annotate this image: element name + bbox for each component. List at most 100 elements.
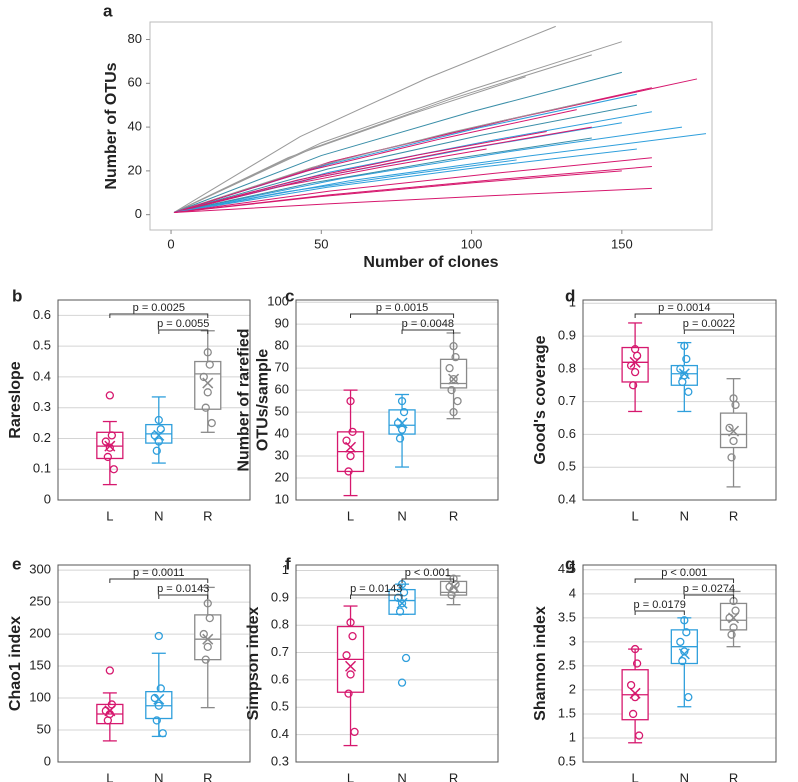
data-point [150, 693, 159, 703]
mean-marker [202, 633, 214, 645]
y-axis-title: Rareslope [7, 361, 24, 438]
y-tick-label: 0.9 [558, 328, 576, 343]
plot-frame [295, 299, 499, 501]
data-point [201, 403, 210, 412]
box [194, 360, 222, 410]
data-point [393, 418, 403, 428]
panel-label: d [565, 286, 575, 305]
p-value: p < 0.001 [405, 567, 451, 579]
data-point [205, 360, 214, 369]
y-tick-label: 0.8 [271, 617, 289, 632]
data-point [628, 709, 638, 719]
rarefaction-curve [173, 159, 517, 213]
data-point [447, 590, 456, 600]
data-point [449, 407, 458, 417]
y-axis-title: Number of OTUs [103, 62, 120, 189]
data-point [731, 400, 740, 410]
rarefaction-curve [173, 137, 592, 213]
data-point [449, 374, 458, 384]
rarefaction-curve [173, 76, 526, 213]
box [388, 588, 416, 615]
rarefaction-curve [173, 148, 487, 213]
data-point [346, 618, 355, 627]
data-point [203, 388, 212, 397]
data-point [626, 680, 636, 690]
data-point [105, 391, 114, 400]
y-tick-label: 40 [275, 426, 289, 441]
data-point [397, 678, 407, 687]
y-tick-label: 0.2 [33, 430, 51, 445]
p-value: p = 0.0143 [350, 583, 402, 595]
x-tick-label: L [106, 770, 113, 782]
data-point [342, 651, 351, 660]
data-point [632, 659, 642, 668]
data-point [447, 385, 456, 395]
data-point [680, 341, 689, 351]
y-tick-label: 0.4 [33, 368, 51, 383]
y-tick-label: 1.5 [558, 705, 576, 720]
y-tick-label: 0 [44, 491, 51, 506]
data-point [154, 631, 163, 641]
y-tick-label: 3.5 [558, 609, 576, 624]
y-tick-label: 0 [135, 206, 142, 221]
data-point [676, 364, 685, 374]
p-value: p = 0.0274 [683, 583, 735, 595]
y-tick-label: 0.4 [558, 491, 576, 506]
y-tick-label: 70 [275, 360, 289, 375]
rarefaction-curve [173, 157, 652, 213]
significance-bracket [350, 594, 403, 599]
y-tick-label: 50 [37, 721, 51, 736]
p-value: p = 0.0014 [658, 302, 710, 314]
data-point [199, 372, 208, 382]
plot-frame [582, 299, 777, 501]
significance-bracket [158, 329, 209, 334]
y-tick-label: 0.1 [33, 461, 51, 476]
y-tick-label: 1 [282, 562, 289, 577]
panel-label: a [103, 1, 113, 20]
y-axis-title: Simpson index [245, 607, 262, 721]
y-tick-label: 0 [44, 753, 51, 768]
data-point [103, 716, 112, 725]
data-point [109, 465, 118, 474]
y-tick-label: 0.4 [271, 726, 289, 741]
data-point [731, 606, 740, 615]
x-tick-label: L [631, 770, 638, 782]
data-point [203, 348, 212, 357]
p-value: p = 0.0179 [634, 599, 686, 611]
y-tick-label: 0.3 [271, 753, 289, 768]
y-tick-label: 0.6 [558, 426, 576, 441]
data-point [727, 453, 736, 462]
x-tick-label: N [397, 770, 406, 782]
y-tick-label: 20 [275, 469, 289, 484]
p-value: p = 0.0015 [376, 302, 428, 314]
data-point [205, 613, 214, 623]
y-tick-label: 0.5 [558, 459, 576, 474]
data-point [203, 642, 212, 652]
significance-bracket [634, 313, 735, 318]
data-point [449, 585, 458, 594]
data-point [676, 637, 685, 647]
rarefaction-curve [173, 148, 637, 213]
data-point [350, 727, 359, 737]
data-point [199, 629, 208, 639]
significance-bracket [109, 313, 209, 318]
data-point [346, 451, 355, 461]
data-point [678, 656, 687, 666]
data-point [682, 628, 691, 637]
data-point [207, 418, 216, 428]
y-tick-label: 1 [569, 729, 576, 744]
plot-frame [149, 21, 713, 231]
data-point [346, 670, 355, 679]
significance-bracket [401, 329, 455, 334]
rarefaction-curve [173, 25, 556, 213]
data-point [680, 616, 689, 625]
data-point [348, 631, 357, 641]
y-tick-label: 100 [29, 689, 51, 704]
y-tick-label: 100 [267, 294, 289, 309]
y-tick-label: 0.5 [33, 338, 51, 353]
rarefaction-curve [173, 170, 622, 213]
data-point [344, 467, 353, 476]
data-point [727, 630, 736, 639]
data-point [628, 381, 638, 390]
